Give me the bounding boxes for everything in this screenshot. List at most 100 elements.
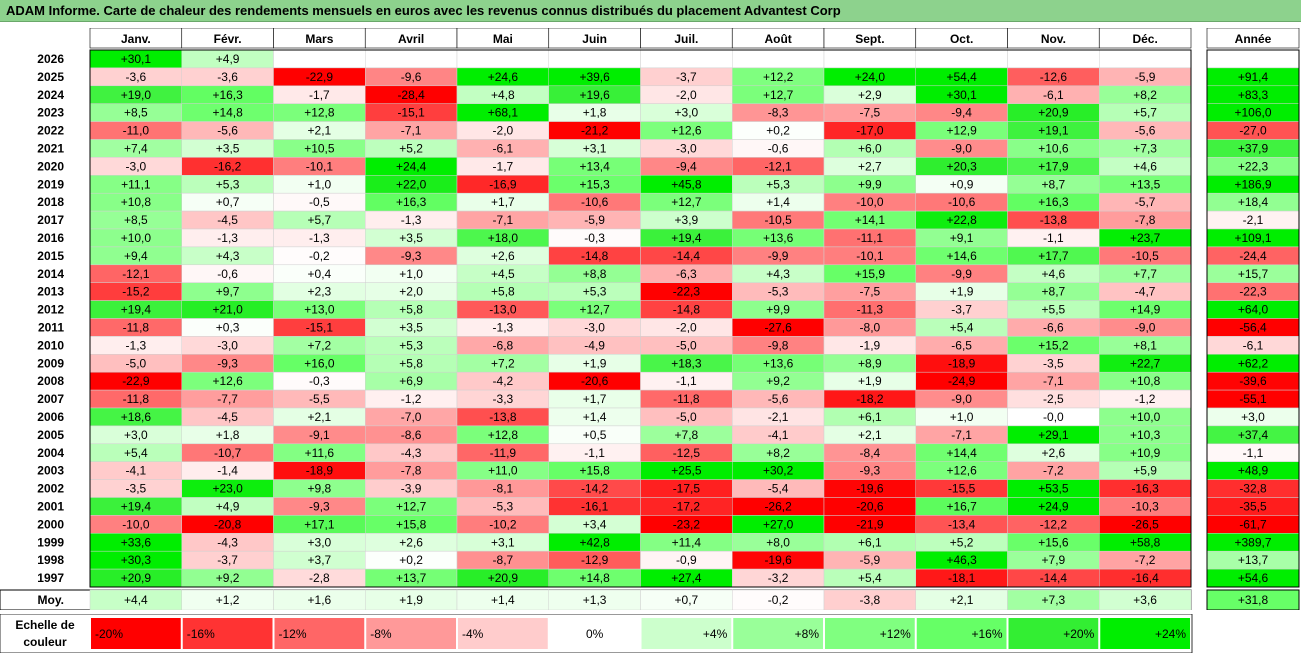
heat-cell bbox=[456, 49, 549, 69]
cell-value: -8,0 bbox=[860, 320, 881, 334]
cell-value: +9,1 bbox=[950, 231, 974, 245]
cell-value: +19,4 bbox=[121, 499, 152, 513]
cell-value: +15,8 bbox=[579, 464, 610, 478]
annual-value: +186,9 bbox=[1234, 177, 1271, 191]
cell-value: -18,1 bbox=[948, 571, 976, 585]
year-label: 2015 bbox=[37, 249, 64, 263]
cell-value: -1,7 bbox=[309, 88, 330, 102]
cell-value: -10,6 bbox=[948, 195, 976, 209]
scale-step-label: +16% bbox=[971, 627, 1002, 641]
cell-value: +7,9 bbox=[1042, 553, 1066, 567]
cell-value: -9,6 bbox=[401, 70, 422, 84]
cell-value: -7,0 bbox=[401, 410, 422, 424]
annual-value: +91,4 bbox=[1238, 70, 1269, 84]
average-row: Moy. +4,4 +1,2 +1,6 +1,9 +1,4 +1,3 +0,7 -0,2 -3,8… bbox=[0, 589, 1300, 610]
cell-value: -10,2 bbox=[489, 517, 517, 531]
cell-value: +19,1 bbox=[1038, 124, 1069, 138]
scale-swatch bbox=[91, 618, 181, 649]
cell-value: +33,6 bbox=[121, 535, 152, 549]
scale-step-label: 0% bbox=[586, 627, 604, 641]
cell-value: +2,9 bbox=[858, 88, 882, 102]
cell-value: +1,9 bbox=[858, 374, 882, 388]
cell-value: -2,8 bbox=[309, 571, 330, 585]
cell-value: +4,5 bbox=[491, 267, 515, 281]
cell-value: +8,0 bbox=[766, 535, 790, 549]
cell-value: +1,9 bbox=[950, 285, 974, 299]
heat-cell bbox=[273, 49, 366, 69]
cell-value: +13,5 bbox=[1130, 177, 1161, 191]
cell-value: +5,3 bbox=[399, 338, 423, 352]
cell-value: +0,9 bbox=[950, 177, 974, 191]
cell-value: -5,6 bbox=[768, 392, 789, 406]
cell-value: +1,4 bbox=[766, 195, 790, 209]
scale-step-label: +12% bbox=[880, 627, 911, 641]
cell-value: +7,2 bbox=[491, 356, 515, 370]
cell-value: -5,3 bbox=[493, 499, 514, 513]
cell-value: +22,0 bbox=[396, 177, 427, 191]
cell-value: +11,0 bbox=[488, 464, 518, 478]
cell-value: +16,3 bbox=[212, 88, 243, 102]
cell-value: -22,9 bbox=[306, 70, 334, 84]
cell-value: +30,3 bbox=[121, 553, 152, 567]
cell-value: -3,3 bbox=[493, 392, 514, 406]
cell-value: +5,5 bbox=[1042, 303, 1066, 317]
cell-value: -9,3 bbox=[401, 249, 422, 263]
month-header: Févr. bbox=[214, 32, 242, 46]
cell-value: +5,9 bbox=[1133, 464, 1157, 478]
cell-value: +15,8 bbox=[396, 517, 427, 531]
cell-value: -10,0 bbox=[856, 195, 884, 209]
cell-value: +6,9 bbox=[399, 374, 423, 388]
average-value: +1,4 bbox=[491, 593, 515, 607]
cell-value: -7,1 bbox=[401, 124, 422, 138]
average-value: -3,8 bbox=[860, 593, 881, 607]
scale-step-label: +8% bbox=[795, 627, 820, 641]
year-label: 2008 bbox=[37, 374, 64, 388]
cell-value: -11,8 bbox=[673, 392, 700, 406]
cell-value: -8,4 bbox=[860, 446, 881, 460]
cell-value: -0,6 bbox=[768, 141, 789, 155]
table-row: 2003 -4,1 -1,4 -18,9 -7,8 +11,0 +15,8 +25,5 +30,… bbox=[37, 461, 1300, 480]
cell-value: -5,3 bbox=[768, 285, 789, 299]
cell-value: -4,1 bbox=[126, 464, 147, 478]
cell-value: -7,5 bbox=[860, 106, 881, 120]
table-row: 2008 -22,9 +12,6 -0,3 +6,9 -4,2 -20,6 -1,1 +9,2 +… bbox=[37, 371, 1300, 391]
table-row: 2013 -15,2 +9,7 +2,3 +2,0 +5,8 +5,3 -22,3 -5,3 -7… bbox=[37, 282, 1300, 301]
cell-value: -9,9 bbox=[951, 267, 972, 281]
year-label: 2006 bbox=[37, 410, 64, 424]
heat-cell bbox=[823, 49, 916, 69]
heatmap-grid: Janv. Févr. Mars Avril Mai Juin Juil. Août Sept.… bbox=[0, 28, 1300, 610]
cell-value: +10,9 bbox=[1130, 446, 1161, 460]
annual-value: +83,3 bbox=[1238, 88, 1269, 102]
table-row: 2023 +8,5 +14,8 +12,8 -15,1 +68,1 +1,8 +3,0 -8,3… bbox=[37, 103, 1300, 122]
year-label: 2020 bbox=[37, 159, 64, 173]
average-annual-value: +31,8 bbox=[1238, 593, 1269, 607]
header-cell bbox=[1206, 28, 1300, 49]
cell-value: -14,8 bbox=[673, 303, 701, 317]
cell-value: +12,8 bbox=[488, 428, 519, 442]
annual-cell bbox=[1206, 49, 1300, 69]
cell-value: +3,1 bbox=[583, 141, 607, 155]
year-label: 2022 bbox=[37, 124, 64, 138]
average-label: Moy. bbox=[38, 593, 64, 607]
annual-value: -32,8 bbox=[1239, 482, 1267, 496]
cell-value: -22,3 bbox=[673, 285, 701, 299]
cell-value: +8,8 bbox=[583, 267, 607, 281]
average-annual-cell bbox=[1206, 589, 1300, 610]
cell-value: -0,6 bbox=[217, 267, 238, 281]
cell-value: -6,1 bbox=[1043, 88, 1064, 102]
average-value: -0,2 bbox=[768, 593, 789, 607]
annual-value: -35,5 bbox=[1239, 499, 1267, 513]
annual-value: +48,9 bbox=[1238, 464, 1269, 478]
scale-step-label: +4% bbox=[703, 627, 728, 641]
cell-value: -20,6 bbox=[581, 374, 609, 388]
cell-value: -3,7 bbox=[676, 70, 697, 84]
year-label: 2016 bbox=[37, 231, 64, 245]
cell-value: +17,7 bbox=[1038, 249, 1069, 263]
table-row: 2002 -3,5 +23,0 +9,8 -3,9 -8,1 -14,2 -17,5 -5,4 -… bbox=[37, 479, 1300, 498]
cell-value: +9,2 bbox=[216, 571, 240, 585]
cell-value: -3,5 bbox=[1043, 356, 1064, 370]
cell-value: -8,3 bbox=[768, 106, 789, 120]
cell-value: +11,6 bbox=[305, 446, 335, 460]
annual-value: -56,4 bbox=[1239, 320, 1267, 334]
cell-value: -26,2 bbox=[764, 499, 792, 513]
